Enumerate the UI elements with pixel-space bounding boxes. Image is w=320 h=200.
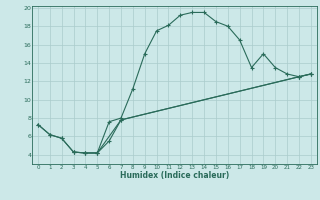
X-axis label: Humidex (Indice chaleur): Humidex (Indice chaleur) [120,171,229,180]
